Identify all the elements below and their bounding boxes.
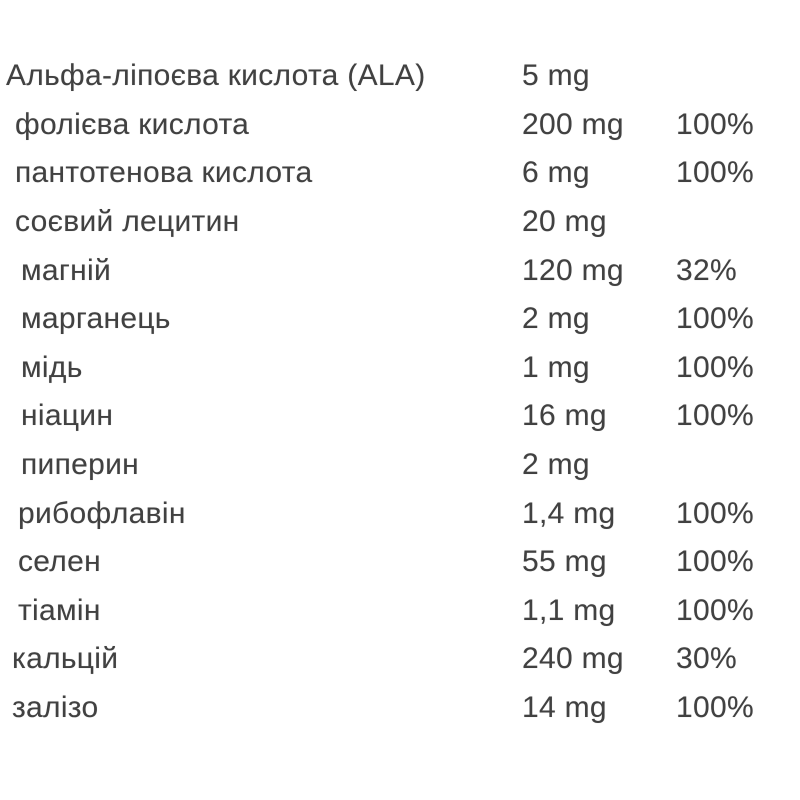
nutrient-name: соєвий лецитин	[15, 205, 240, 239]
nutrient-daily-value: 100%	[676, 593, 754, 627]
table-row: пиперин 2 mg	[0, 441, 800, 490]
nutrient-name: тіамін	[18, 593, 101, 627]
nutrient-amount: 1 mg	[522, 350, 590, 384]
table-row: магній 120 mg 32%	[0, 246, 800, 295]
nutrient-amount: 6 mg	[522, 156, 590, 190]
nutrient-daily-value: 100%	[676, 350, 754, 384]
nutrient-amount: 5 mg	[522, 59, 590, 93]
nutrient-amount: 240 mg	[522, 642, 624, 676]
table-row: кальцій 240 mg 30%	[0, 635, 800, 684]
table-row: пантотенова кислота 6 mg 100%	[0, 149, 800, 198]
supplement-facts-table: Альфа-ліпоєва кислота (ALA) 5 mg фолієва…	[0, 52, 800, 732]
nutrient-daily-value: 100%	[676, 496, 754, 530]
nutrient-amount: 16 mg	[522, 399, 607, 433]
table-row: Альфа-ліпоєва кислота (ALA) 5 mg	[0, 52, 800, 101]
nutrient-name: мідь	[21, 350, 83, 384]
nutrient-amount: 1,4 mg	[522, 496, 616, 530]
nutrient-amount: 14 mg	[522, 691, 607, 725]
nutrient-name: пантотенова кислота	[15, 156, 313, 190]
nutrient-name: ніацин	[21, 399, 114, 433]
nutrient-name: залізо	[12, 691, 99, 725]
table-row: рибофлавін 1,4 mg 100%	[0, 489, 800, 538]
table-row: марганець 2 mg 100%	[0, 295, 800, 344]
nutrient-name: марганець	[21, 302, 171, 336]
table-row: соєвий лецитин 20 mg	[0, 198, 800, 247]
nutrient-daily-value: 100%	[676, 691, 754, 725]
nutrient-amount: 120 mg	[522, 253, 624, 287]
nutrient-name: рибофлавін	[18, 496, 186, 530]
nutrient-amount: 20 mg	[522, 205, 607, 239]
table-row: залізо 14 mg 100%	[0, 684, 800, 733]
nutrient-name: пиперин	[21, 448, 140, 482]
table-row: тіамін 1,1 mg 100%	[0, 587, 800, 636]
nutrient-daily-value: 100%	[676, 156, 754, 190]
nutrient-amount: 2 mg	[522, 302, 590, 336]
nutrient-daily-value: 30%	[676, 642, 737, 676]
nutrient-name: селен	[18, 545, 101, 579]
nutrient-amount: 1,1 mg	[522, 593, 616, 627]
nutrient-daily-value: 100%	[676, 302, 754, 336]
nutrient-name: фолієва кислота	[15, 107, 250, 141]
table-row: селен 55 mg 100%	[0, 538, 800, 587]
nutrient-amount: 200 mg	[522, 107, 624, 141]
nutrient-amount: 55 mg	[522, 545, 607, 579]
table-row: фолієва кислота 200 mg 100%	[0, 101, 800, 150]
nutrient-daily-value: 100%	[676, 107, 754, 141]
nutrient-name: Альфа-ліпоєва кислота (ALA)	[6, 59, 426, 93]
nutrient-daily-value: 100%	[676, 545, 754, 579]
table-row: мідь 1 mg 100%	[0, 344, 800, 393]
nutrient-daily-value: 32%	[676, 253, 737, 287]
table-row: ніацин 16 mg 100%	[0, 392, 800, 441]
nutrient-name: кальцій	[12, 642, 119, 676]
nutrient-amount: 2 mg	[522, 448, 590, 482]
nutrient-name: магній	[21, 253, 112, 287]
nutrient-daily-value: 100%	[676, 399, 754, 433]
